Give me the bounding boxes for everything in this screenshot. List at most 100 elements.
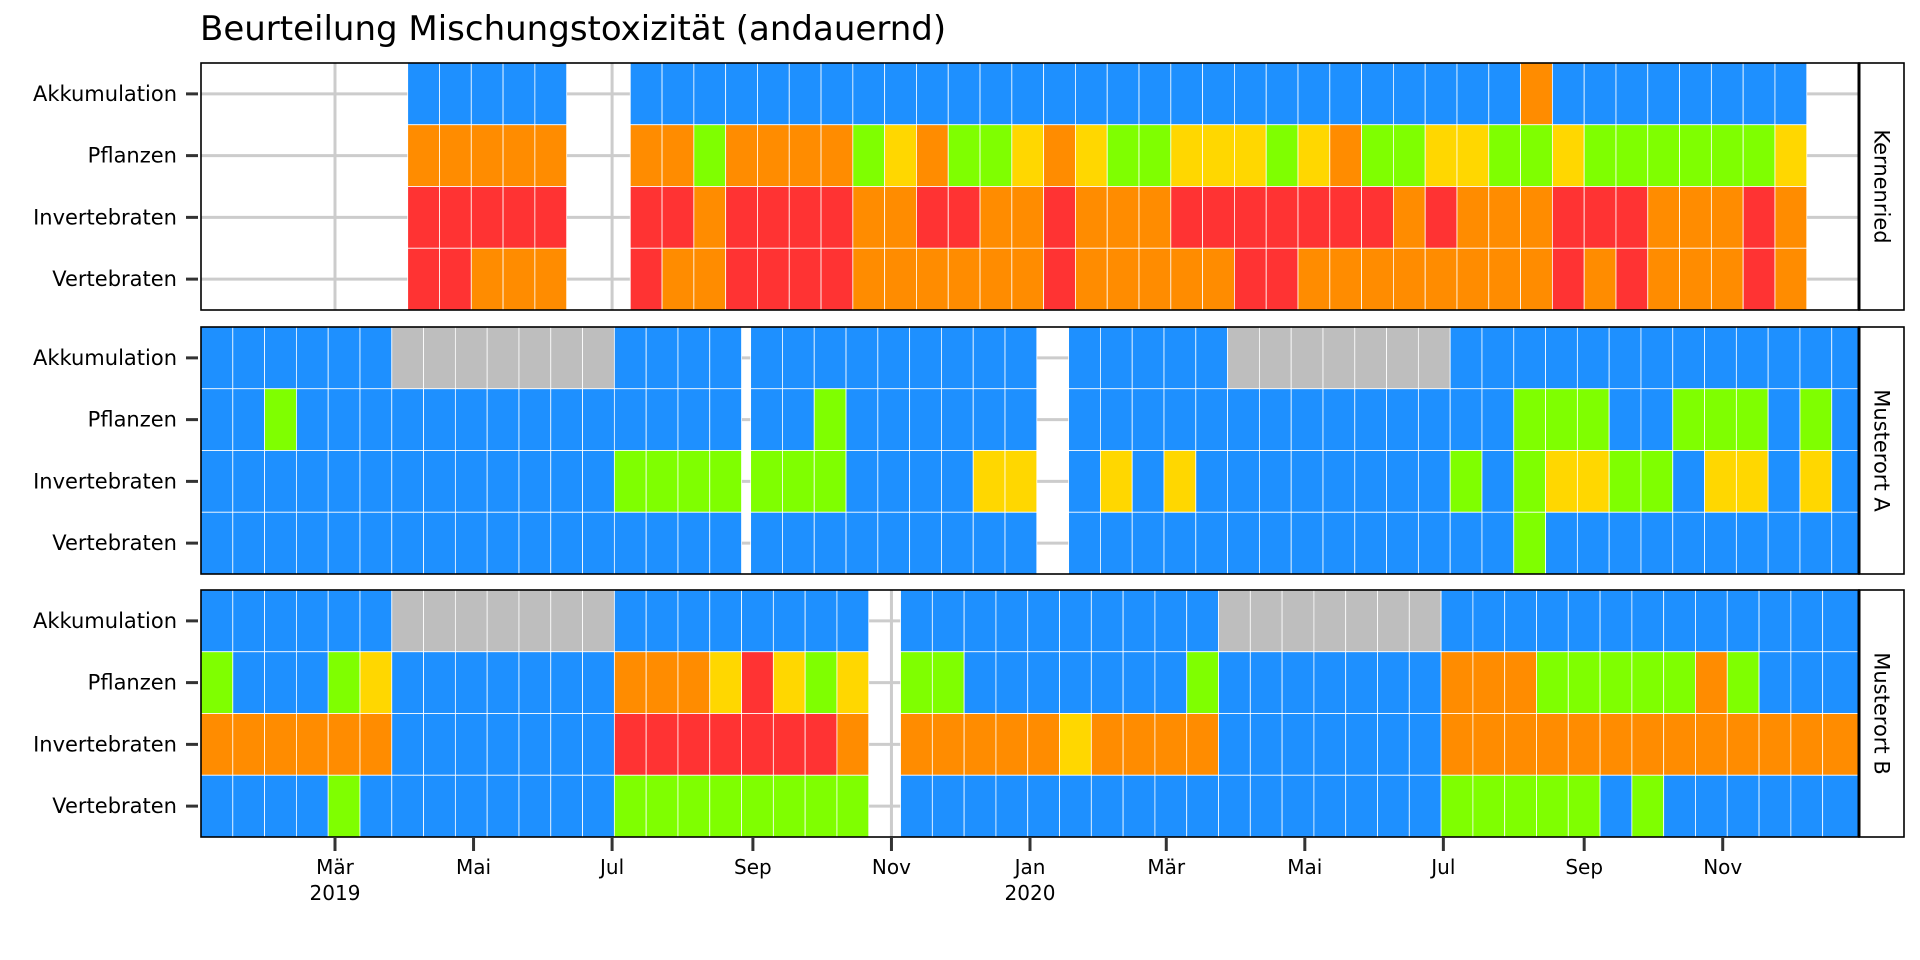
heatmap-cell <box>788 124 822 187</box>
heatmap-cell <box>725 62 758 126</box>
heatmap-cell <box>391 774 424 838</box>
heatmap-cell <box>884 247 917 311</box>
heatmap-cell <box>1704 388 1737 451</box>
facet-panels: Kernenried Akkumulation Pflanzen Invertebra… <box>33 62 1905 838</box>
heatmap-cell <box>391 450 424 513</box>
heatmap-cell <box>454 774 488 838</box>
heatmap-cell <box>1170 124 1204 187</box>
heatmap-cell <box>1424 186 1458 249</box>
heatmap-cell <box>1608 388 1642 451</box>
heatmap-cell <box>677 713 711 776</box>
heatmap-cell <box>1599 589 1633 653</box>
heatmap-cell <box>1726 589 1760 653</box>
facet-strip-label: Kernenried <box>1870 129 1894 243</box>
heatmap-cell <box>1068 450 1101 513</box>
x-tick-year-label: 2019 <box>310 881 361 905</box>
heatmap-cell <box>407 124 440 187</box>
heatmap-cell <box>1163 511 1197 575</box>
heatmap-cell <box>1329 186 1362 249</box>
heatmap-cell <box>1218 774 1251 838</box>
heatmap-cell <box>1640 388 1674 451</box>
heatmap-cell <box>909 326 942 390</box>
heatmap-cell <box>1472 651 1506 714</box>
heatmap-cell <box>979 124 1013 187</box>
heatmap-cell <box>1663 589 1696 653</box>
heatmap-cell <box>645 511 679 575</box>
heatmap-cell <box>454 589 488 653</box>
heatmap-cell <box>1615 186 1649 249</box>
heatmap-cell <box>1449 326 1483 390</box>
heatmap-cell <box>1449 388 1483 451</box>
heatmap-cell <box>486 589 520 653</box>
heatmap-cell <box>295 450 329 513</box>
heatmap-cell <box>909 450 942 513</box>
heatmap-cell <box>1567 774 1601 838</box>
heatmap-cell <box>1513 326 1546 390</box>
heatmap-cell <box>782 388 815 451</box>
heatmap-cell <box>741 651 774 714</box>
heatmap-cell <box>1449 450 1483 513</box>
y-tick-label: Pflanzen <box>88 144 177 168</box>
heatmap-cell <box>518 713 552 776</box>
heatmap-cell <box>1377 774 1410 838</box>
heatmap-cell <box>1488 124 1521 187</box>
heatmap-cell <box>1767 388 1801 451</box>
heatmap-cell <box>1227 326 1260 390</box>
heatmap-cell <box>232 651 265 714</box>
heatmap-cell <box>979 62 1013 126</box>
heatmap-cell <box>232 450 265 513</box>
heatmap-cell <box>1472 589 1506 653</box>
heatmap-cell <box>1576 326 1610 390</box>
heatmap-cell <box>1313 774 1347 838</box>
heatmap-cell <box>1265 247 1299 311</box>
heatmap-cell <box>1735 511 1769 575</box>
heatmap-cell <box>877 511 911 575</box>
heatmap-cell <box>709 511 742 575</box>
heatmap-cell <box>1138 62 1172 126</box>
heatmap-cell <box>709 450 742 513</box>
heatmap-cell <box>941 388 974 451</box>
heatmap-cell <box>1822 589 1860 653</box>
heatmap-cell <box>359 450 393 513</box>
heatmap-cell <box>200 589 234 653</box>
heatmap-cell <box>582 774 615 838</box>
heatmap-cell <box>1599 774 1633 838</box>
heatmap-cell <box>1202 247 1235 311</box>
heatmap-cell <box>1488 186 1521 249</box>
heatmap-cell <box>709 388 742 451</box>
heatmap-cell <box>200 774 234 838</box>
heatmap-cell <box>1408 713 1442 776</box>
heatmap-cell <box>1758 651 1792 714</box>
heatmap-cell <box>439 186 472 249</box>
heatmap-cell <box>750 326 783 390</box>
y-tick-label: Pflanzen <box>88 408 177 432</box>
heatmap-cell <box>502 247 536 311</box>
heatmap-cell <box>1704 511 1737 575</box>
heatmap-cell <box>1100 511 1133 575</box>
y-tick-label: Vertebraten <box>52 794 177 818</box>
heatmap-cell <box>486 651 520 714</box>
heatmap-cell <box>772 774 806 838</box>
y-tick-label: Akkumulation <box>33 82 177 106</box>
x-tick-label: Mär <box>1147 855 1186 879</box>
heatmap-cell <box>534 186 568 249</box>
heatmap-cell <box>1576 511 1610 575</box>
heatmap-cell <box>1186 651 1219 714</box>
heatmap-cell <box>1100 326 1133 390</box>
heatmap-cell <box>1799 388 1833 451</box>
heatmap-cell <box>1758 774 1792 838</box>
heatmap-cell <box>1583 247 1617 311</box>
heatmap-cell <box>550 450 583 513</box>
heatmap-cell <box>1672 450 1705 513</box>
heatmap-cell <box>1170 247 1204 311</box>
heatmap-cell <box>1075 247 1108 311</box>
heatmap-cell <box>782 511 815 575</box>
heatmap-cell <box>613 450 647 513</box>
heatmap-cell <box>1640 511 1674 575</box>
heatmap-cell <box>979 247 1013 311</box>
heatmap-cell <box>909 511 942 575</box>
heatmap-cell <box>677 589 711 653</box>
heatmap-cell <box>1663 774 1696 838</box>
heatmap-cell <box>972 511 1006 575</box>
heatmap-cell <box>1068 326 1101 390</box>
